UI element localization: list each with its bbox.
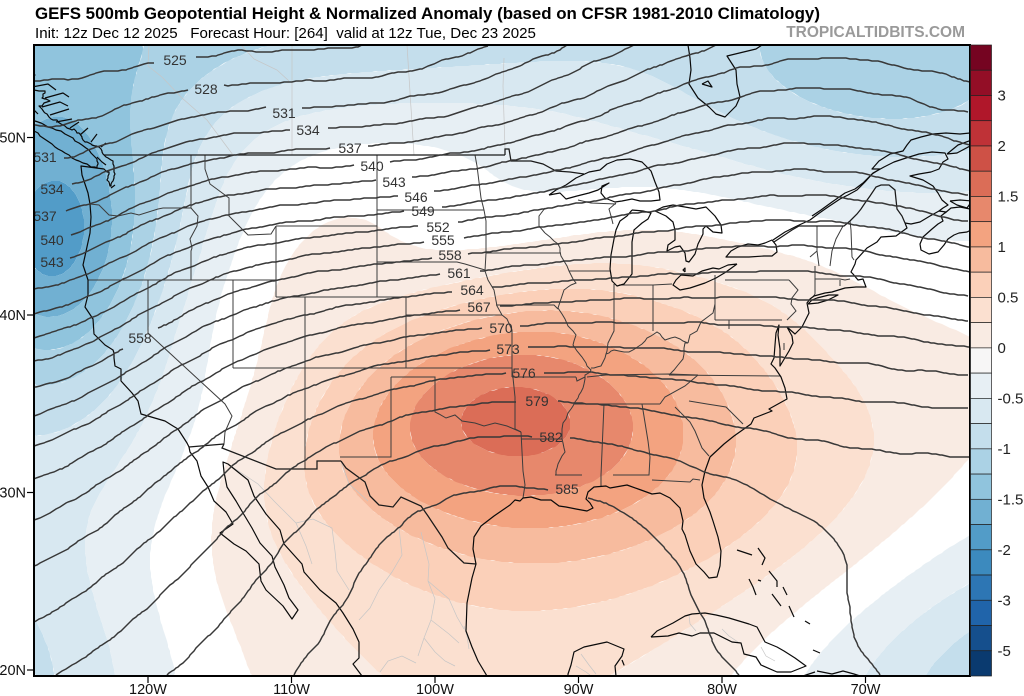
svg-text:531: 531	[33, 149, 57, 165]
svg-text:-0.5: -0.5	[998, 390, 1024, 407]
svg-text:120W: 120W	[129, 682, 167, 696]
svg-text:543: 543	[382, 174, 406, 190]
svg-text:-5: -5	[998, 643, 1011, 660]
svg-text:558: 558	[438, 247, 462, 263]
svg-text:40N: 40N	[0, 308, 26, 324]
svg-text:80W: 80W	[707, 682, 737, 696]
svg-text:558: 558	[128, 330, 152, 346]
svg-text:100W: 100W	[416, 682, 454, 696]
svg-text:564: 564	[460, 282, 484, 298]
svg-text:543: 543	[40, 254, 64, 270]
svg-text:1: 1	[998, 239, 1006, 256]
svg-text:20N: 20N	[0, 663, 26, 679]
svg-text:-1.5: -1.5	[998, 491, 1024, 508]
svg-text:528: 528	[194, 81, 218, 97]
svg-text:110W: 110W	[273, 682, 310, 696]
svg-text:0: 0	[998, 340, 1006, 357]
svg-text:2: 2	[998, 138, 1006, 155]
svg-text:-2: -2	[998, 542, 1011, 559]
svg-text:70W: 70W	[851, 682, 881, 696]
svg-text:579: 579	[525, 393, 549, 409]
svg-text:552: 552	[426, 219, 450, 235]
svg-text:531: 531	[272, 105, 296, 121]
svg-text:537: 537	[338, 140, 362, 156]
svg-text:549: 549	[411, 203, 435, 219]
svg-text:561: 561	[447, 265, 471, 281]
svg-text:30N: 30N	[0, 486, 26, 502]
svg-text:537: 537	[33, 208, 57, 224]
svg-text:585: 585	[555, 481, 579, 497]
svg-text:540: 540	[40, 232, 64, 248]
svg-text:555: 555	[431, 232, 455, 248]
svg-text:573: 573	[496, 341, 520, 357]
svg-text:582: 582	[539, 429, 563, 445]
svg-text:534: 534	[296, 122, 320, 138]
svg-text:90W: 90W	[564, 682, 594, 696]
svg-text:570: 570	[489, 320, 513, 336]
svg-text:576: 576	[512, 365, 536, 381]
svg-text:-1: -1	[998, 441, 1011, 458]
svg-text:1.5: 1.5	[998, 188, 1019, 205]
svg-text:534: 534	[40, 181, 64, 197]
svg-text:0.5: 0.5	[998, 289, 1019, 306]
svg-text:-3: -3	[998, 592, 1011, 609]
svg-text:50N: 50N	[0, 131, 26, 147]
svg-text:567: 567	[467, 299, 491, 315]
svg-text:3: 3	[998, 88, 1006, 105]
svg-text:546: 546	[404, 189, 428, 205]
svg-text:525: 525	[163, 52, 187, 68]
svg-text:540: 540	[360, 158, 384, 174]
